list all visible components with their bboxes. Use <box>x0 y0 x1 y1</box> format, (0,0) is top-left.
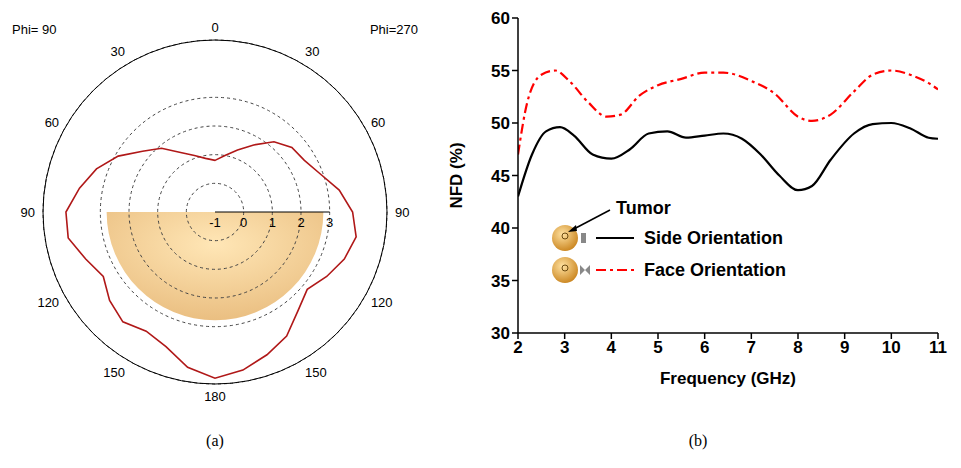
html-text:Face Orientation: Face Orientation <box>644 259 786 280</box>
svg-text:NFD (%): NFD (%) <box>447 142 466 208</box>
svg-text:2: 2 <box>513 338 522 357</box>
svg-text:60: 60 <box>491 9 510 28</box>
svg-text:3: 3 <box>326 215 333 230</box>
svg-text:150: 150 <box>305 365 327 380</box>
svg-text:150: 150 <box>103 365 125 380</box>
svg-text:5: 5 <box>653 338 662 357</box>
svg-text:0: 0 <box>240 215 247 230</box>
svg-text:10: 10 <box>882 338 901 357</box>
svg-text:3: 3 <box>560 338 569 357</box>
svg-text:0: 0 <box>211 20 218 35</box>
html-text:(a): (a) <box>206 432 224 449</box>
svg-text:55: 55 <box>491 62 510 81</box>
svg-text:60: 60 <box>371 115 385 130</box>
svg-text:8: 8 <box>793 338 802 357</box>
html-text:Phi= 90: Phi= 90 <box>12 22 57 37</box>
svg-text:2: 2 <box>297 215 304 230</box>
svg-text:35: 35 <box>491 272 510 291</box>
svg-text:60: 60 <box>45 115 59 130</box>
svg-text:Frequency (GHz): Frequency (GHz) <box>660 369 796 388</box>
svg-text:6: 6 <box>700 338 709 357</box>
html-text:Phi=270: Phi=270 <box>369 22 418 37</box>
svg-text:-1: -1 <box>209 215 221 230</box>
svg-text:11: 11 <box>929 338 947 357</box>
svg-text:1: 1 <box>269 215 276 230</box>
svg-text:30: 30 <box>111 44 125 59</box>
html-text:Tumor: Tumor <box>616 198 671 218</box>
svg-text:50: 50 <box>491 114 510 133</box>
svg-text:180: 180 <box>204 389 226 404</box>
svg-text:120: 120 <box>371 295 393 310</box>
svg-text:45: 45 <box>491 167 510 186</box>
svg-text:9: 9 <box>840 338 849 357</box>
svg-text:30: 30 <box>491 324 510 343</box>
svg-text:120: 120 <box>37 295 59 310</box>
svg-text:90: 90 <box>21 205 35 220</box>
html-text:Side Orientation: Side Orientation <box>644 227 783 248</box>
svg-text:4: 4 <box>607 338 617 357</box>
svg-text:90: 90 <box>395 205 409 220</box>
html-text:(b): (b) <box>688 432 708 449</box>
svg-text:30: 30 <box>305 44 319 59</box>
svg-text:7: 7 <box>747 338 756 357</box>
svg-text:40: 40 <box>491 219 510 238</box>
